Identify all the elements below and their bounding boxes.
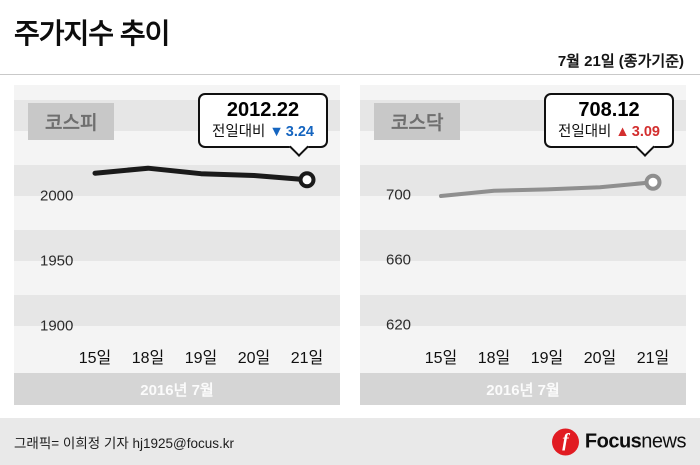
focusnews-logo-text: Focusnews [584, 430, 687, 453]
x-tick-label: 20일 [237, 350, 271, 367]
x-tick-label: 19일 [184, 350, 218, 367]
kosdaq-index-chip: 코스닥 [374, 103, 461, 140]
date-note: 7월 21일 (종가기준) [557, 53, 684, 70]
kosdaq-period-band: 2016년 7월 [360, 373, 686, 405]
last-point-marker [298, 171, 316, 189]
down-arrow-icon: ▼ [269, 124, 284, 140]
y-tick-label: 700 [386, 186, 412, 204]
kosdaq-change-value: 3.09 [631, 124, 660, 140]
kospi-chart-panel: 2000 1950 1900 코스피 2012.22 전일대비 ▼ 3.24 15일 18… [14, 85, 340, 405]
x-tick-label: 19일 [530, 350, 564, 367]
x-tick-label: 21일 [290, 350, 324, 367]
kospi-change-value: 3.24 [285, 124, 314, 140]
focusnews-logo-icon: f [551, 428, 579, 455]
kosdaq-change-line: 전일대비 ▲ 3.09 [558, 123, 660, 141]
kosdaq-x-axis: 15일 18일 19일 20일 21일 [360, 335, 686, 373]
kospi-line-chart [92, 165, 316, 189]
kosdaq-line-chart [439, 173, 662, 198]
y-tick-label: 1950 [40, 252, 74, 270]
logo-brand-strong: Focus [584, 430, 642, 452]
kosdaq-callout: 708.12 전일대비 ▲ 3.09 [544, 93, 674, 158]
kospi-change-line: 전일대비 ▼ 3.24 [212, 123, 314, 141]
page-title: 주가지수 추이 [14, 18, 170, 49]
footer-bar: 그래픽= 이희정 기자 hj1925@focus.kr f Focusnews [0, 418, 700, 465]
kospi-period-band: 2016년 7월 [14, 373, 340, 405]
x-tick-label: 15일 [424, 350, 458, 367]
y-tick-label: 660 [386, 251, 412, 269]
kosdaq-value: 708.12 [578, 99, 640, 121]
up-arrow-icon: ▲ [615, 124, 630, 140]
kospi-x-axis: 15일 18일 19일 20일 21일 [14, 335, 340, 373]
x-tick-label: 18일 [131, 350, 165, 367]
x-tick-label: 21일 [636, 350, 670, 367]
kosdaq-chart-panel: 700 660 620 코스닥 708.12 전일대비 ▲ 3.09 15일 18일 19일… [360, 85, 686, 405]
kospi-callout: 2012.22 전일대비 ▼ 3.24 [198, 93, 328, 158]
last-point-marker [644, 173, 662, 191]
x-tick-label: 15일 [78, 350, 112, 367]
focusnews-logo: f Focusnews [551, 428, 687, 455]
kospi-index-chip: 코스피 [28, 103, 115, 140]
change-prefix-label: 전일대비 [558, 124, 612, 140]
y-tick-label: 1900 [40, 317, 74, 335]
x-tick-label: 18일 [477, 350, 511, 367]
change-prefix-label: 전일대비 [212, 124, 266, 140]
x-tick-label: 20일 [583, 350, 617, 367]
header-divider [0, 74, 700, 75]
logo-brand-light: news [641, 430, 686, 452]
y-tick-label: 620 [386, 316, 412, 334]
y-tick-label: 2000 [40, 187, 74, 205]
kospi-value: 2012.22 [226, 99, 300, 121]
graphic-credit: 그래픽= 이희정 기자 hj1925@focus.kr [14, 435, 235, 451]
